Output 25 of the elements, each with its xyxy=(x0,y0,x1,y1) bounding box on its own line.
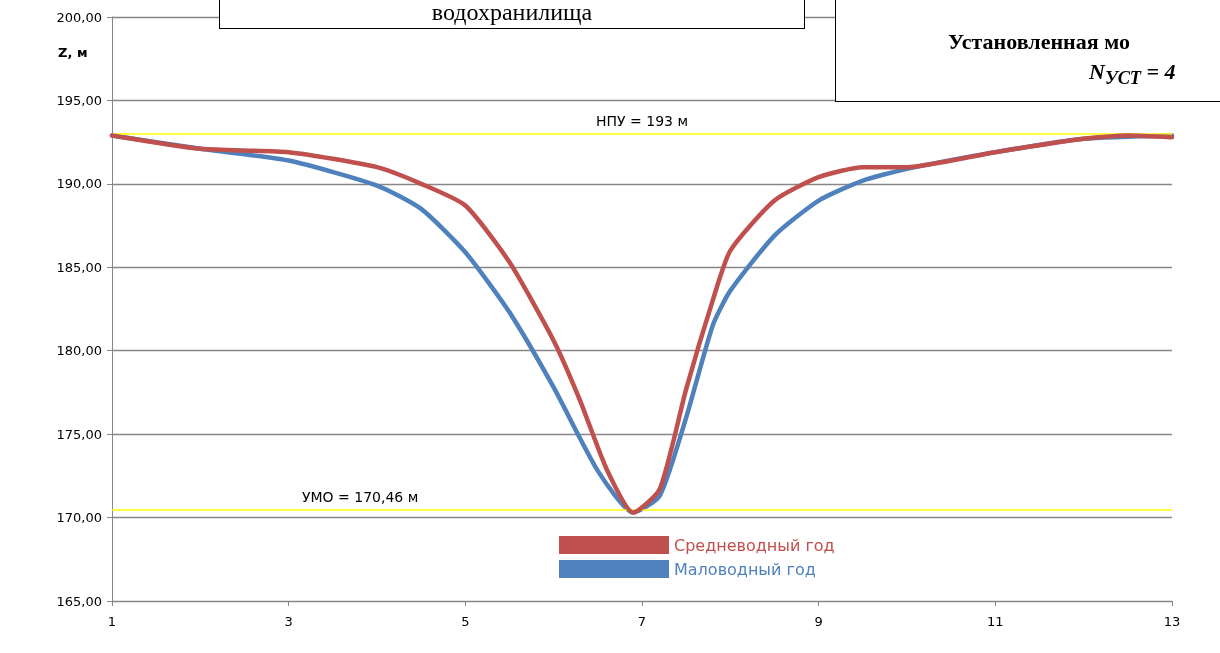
y-tick-label: 165,00 xyxy=(56,593,102,609)
x-tick-label: 5 xyxy=(461,614,470,629)
x-tick-label: 7 xyxy=(637,614,647,629)
y-tick-label: 185,00 xyxy=(56,259,102,275)
x-tick-label: 9 xyxy=(814,614,823,629)
text-box: водохранилища xyxy=(219,0,805,29)
y-tick-label: 175,00 xyxy=(56,426,102,442)
line-series xyxy=(109,133,1175,515)
annotation: Установленная мо xyxy=(948,29,1130,55)
ref-line-label: УМО = 170,46 м xyxy=(302,488,419,505)
text-box: Установленная мо N$_{УСТ}$ = 4 xyxy=(835,0,1220,102)
x-tick-label: 13 xyxy=(1163,614,1181,629)
y-tick-label: 190,00 xyxy=(56,176,102,192)
y-axis-title: Z, м xyxy=(58,45,88,60)
x-tick-label: 1 xyxy=(107,614,117,629)
text: Маловодный год xyxy=(674,559,816,579)
ref-line-label: НПУ = 193 м xyxy=(596,112,688,129)
y-tick-label: 170,00 xyxy=(56,510,102,526)
y-tick-label: 195,00 xyxy=(56,92,102,108)
y-tick-label: 200,00 xyxy=(56,9,102,25)
text: Средневодный год xyxy=(674,535,835,555)
x-tick-label: 3 xyxy=(284,614,293,629)
y-tick-label: 180,00 xyxy=(56,343,102,359)
annotation: N$_{УСТ}$ = 4 xyxy=(1089,59,1176,90)
x-tick-label: 11 xyxy=(987,614,1004,629)
